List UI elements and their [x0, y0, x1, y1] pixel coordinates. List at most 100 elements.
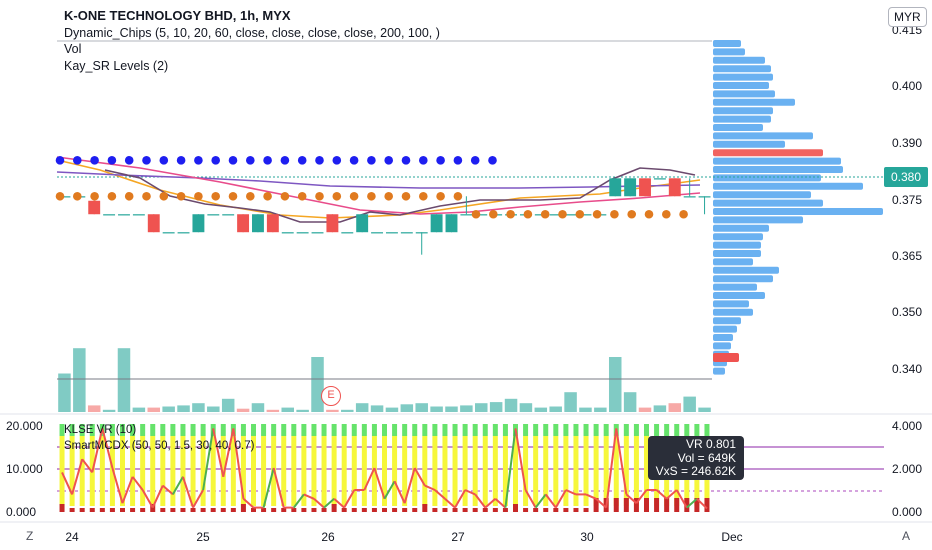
- ma-line-4: [105, 168, 695, 222]
- profile-bar: [713, 326, 737, 333]
- volume-bar: [296, 410, 309, 412]
- earnings-event-marker[interactable]: E: [321, 386, 341, 406]
- legend-sr-levels[interactable]: Kay_SR Levels (2): [64, 59, 168, 73]
- mcdx-bar-red: [664, 498, 669, 512]
- orange-level-dot-2: [506, 210, 515, 219]
- volume-bar: [118, 348, 131, 412]
- auto-scale-button[interactable]: A: [902, 529, 910, 543]
- profile-bar: [713, 258, 753, 265]
- legend-klse-vr[interactable]: KLSE VR (10): [64, 424, 136, 436]
- mcdx-bar-red: [553, 508, 558, 512]
- orange-level-dot-2: [558, 210, 567, 219]
- mcdx-bar-yellow: [563, 436, 568, 506]
- profile-bar: [713, 183, 863, 190]
- blue-level-dot: [177, 156, 186, 165]
- mcdx-bar-green: [261, 424, 266, 436]
- vr-right-tick-label: 2.000: [892, 462, 922, 476]
- profile-bar: [713, 57, 765, 64]
- mcdx-bar-green: [221, 424, 226, 436]
- mcdx-bar-green: [392, 424, 397, 436]
- zoom-corner-button[interactable]: Z: [26, 529, 33, 543]
- mcdx-bar-green: [654, 424, 659, 436]
- mcdx-bar-red: [60, 504, 65, 512]
- mcdx-bar-green: [624, 424, 629, 436]
- profile-poc-bar: [713, 149, 823, 156]
- volume-bar: [609, 357, 622, 412]
- mcdx-bar-green: [584, 424, 589, 436]
- blue-level-dot: [229, 156, 238, 165]
- mcdx-bar-red: [573, 508, 578, 512]
- time-tick-label: 24: [65, 530, 79, 544]
- candle-body: [312, 232, 324, 233]
- volume-bar: [594, 408, 607, 412]
- candle-body: [267, 214, 279, 232]
- mcdx-bar-green: [412, 424, 417, 436]
- orange-level-dot-2: [679, 210, 688, 219]
- last-price-label: 0.380: [884, 167, 928, 187]
- orange-level-dot: [108, 192, 117, 201]
- legend-smartmcdx[interactable]: SmartMCDX (50, 50, 1.5, 30, 40, 0.7): [64, 440, 254, 452]
- mcdx-bar-red: [110, 508, 115, 512]
- price-tick-label: 0.365: [892, 249, 922, 263]
- candle-body: [192, 214, 204, 232]
- mcdx-bar-green: [201, 424, 206, 436]
- orange-level-dot: [419, 192, 428, 201]
- profile-bar: [713, 191, 811, 198]
- blue-level-dot: [402, 156, 411, 165]
- mcdx-bar-yellow: [291, 436, 296, 506]
- profile-bar: [713, 233, 763, 240]
- volume-bar: [669, 403, 682, 412]
- mcdx-bar-yellow: [422, 436, 427, 506]
- mcdx-bar-yellow: [432, 436, 437, 506]
- profile-bar: [713, 292, 765, 299]
- legend-dynamic-chips[interactable]: Dynamic_Chips (5, 10, 20, 60, close, clo…: [64, 26, 440, 40]
- legend-volume[interactable]: Vol: [64, 42, 81, 56]
- volume-bar: [281, 408, 294, 412]
- blue-level-dot: [281, 156, 290, 165]
- candle-body: [282, 232, 294, 233]
- profile-bar: [713, 107, 773, 114]
- mcdx-bar-red: [584, 508, 589, 512]
- mcdx-bar-red: [90, 508, 95, 512]
- candle-body: [431, 214, 443, 232]
- candle-body: [326, 214, 338, 232]
- mcdx-bar-green: [442, 424, 447, 436]
- event-marker-label: E: [327, 389, 334, 401]
- mcdx-bar-red: [140, 508, 145, 512]
- profile-bar: [713, 284, 757, 291]
- mcdx-bar-green: [362, 424, 367, 436]
- profile-bar: [713, 368, 725, 375]
- blue-level-dot: [90, 156, 99, 165]
- mcdx-bar-red: [543, 508, 548, 512]
- mcdx-bar-red: [402, 508, 407, 512]
- blue-level-dot: [419, 156, 428, 165]
- orange-level-dot: [436, 192, 445, 201]
- mcdx-bar-red: [332, 504, 337, 512]
- mcdx-bar-red: [503, 508, 508, 512]
- profile-bar: [713, 267, 779, 274]
- mcdx-bar-green: [291, 424, 296, 436]
- orange-level-dot: [160, 192, 169, 201]
- candle-body: [460, 214, 472, 215]
- mcdx-bar-red: [432, 508, 437, 512]
- volume-bar: [341, 410, 354, 412]
- mcdx-bar-yellow: [483, 436, 488, 506]
- mcdx-bar-red: [392, 508, 397, 512]
- volume-bar: [252, 403, 265, 412]
- candle-body: [222, 214, 234, 215]
- mcdx-bar-red: [674, 498, 679, 512]
- mcdx-bar-red: [130, 508, 135, 512]
- price-tick-label: 0.400: [892, 79, 922, 93]
- blue-level-dot: [211, 156, 220, 165]
- vr-left-tick-label: 20.000: [6, 419, 43, 433]
- mcdx-bar-green: [694, 424, 699, 436]
- currency-badge[interactable]: MYR: [888, 7, 927, 27]
- ma-line-1: [57, 160, 700, 218]
- volume-bar: [535, 408, 548, 412]
- mcdx-bar-yellow: [493, 436, 498, 506]
- tooltip-vxs: VxS = 246.62K: [648, 465, 736, 479]
- candle-body: [639, 178, 651, 196]
- mcdx-bar-green: [523, 424, 528, 436]
- volume-bar: [73, 348, 86, 412]
- profile-bar: [713, 242, 761, 249]
